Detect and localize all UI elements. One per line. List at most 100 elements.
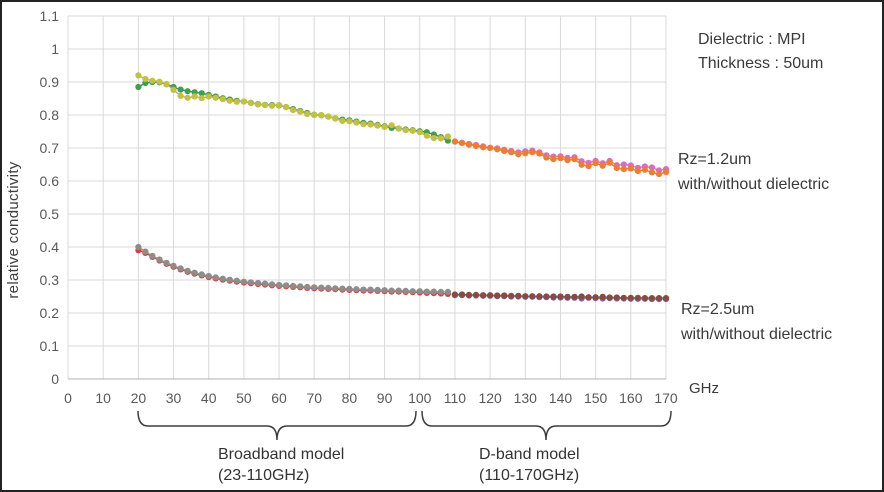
series-marker-rz25-broadband-2 (437, 288, 444, 295)
series-marker-rz25-broadband-2 (177, 265, 184, 272)
x-tick-label: 140 (549, 390, 573, 406)
series-marker-rz25-broadband-2 (332, 285, 339, 292)
y-tick-label: 0.5 (40, 206, 60, 222)
series-marker-rz12-dband-2 (458, 140, 466, 147)
series-marker-rz12-broadband-2 (416, 129, 423, 136)
series-marker-rz12-broadband-2 (142, 75, 149, 83)
series-marker-rz25-broadband-2 (430, 288, 437, 295)
series-marker-rz12-broadband-2 (198, 95, 205, 102)
series-marker-rz12-dband-2 (634, 168, 642, 175)
series-marker-rz25-dband-2 (599, 293, 606, 300)
series-marker-rz12-dband-2 (501, 147, 508, 155)
rz25-label-line2: with/without dielectric (681, 326, 833, 343)
series-marker-rz25-broadband-2 (311, 284, 318, 291)
series-marker-rz12-dband-2 (487, 144, 494, 152)
series-marker-rz12-broadband-2 (276, 102, 283, 109)
series-marker-rz25-broadband-2 (268, 281, 276, 288)
series-marker-rz12-broadband-2 (332, 115, 339, 122)
series-marker-rz25-broadband-2 (191, 269, 198, 276)
series-marker-rz12-broadband-2 (170, 86, 177, 93)
series-marker-rz25-dband-2 (585, 294, 592, 301)
series-marker-rz25-dband-2 (529, 293, 536, 300)
x-tick-label: 110 (444, 390, 467, 406)
dielectric-info-annotation: Dielectric : MPI Thickness : 50um (698, 28, 823, 76)
y-tick-label: 0.4 (40, 239, 60, 255)
series-marker-rz12-broadband-1 (184, 88, 191, 95)
dband-brace (421, 410, 672, 441)
series-marker-rz25-broadband-2 (290, 282, 297, 289)
series-marker-rz12-dband-2 (613, 165, 620, 172)
series-marker-rz12-dband-2 (515, 151, 522, 158)
series-marker-rz25-broadband-2 (423, 288, 430, 295)
series-marker-rz12-dband-1 (648, 164, 656, 171)
rz25-label-line1: Rz=2.5um (681, 301, 755, 318)
series-marker-rz25-dband-2 (536, 293, 543, 300)
series-marker-rz12-broadband-2 (409, 127, 416, 134)
x-tick-label: 130 (514, 390, 538, 406)
series-marker-rz25-broadband-2 (444, 288, 451, 295)
series-marker-rz12-broadband-2 (149, 77, 156, 84)
series-marker-rz12-dband-2 (536, 150, 543, 157)
series-marker-rz25-broadband-2 (198, 271, 205, 278)
y-tick-label: 1.1 (40, 8, 60, 24)
x-tick-label: 170 (654, 390, 678, 406)
series-marker-rz25-broadband-2 (205, 272, 212, 280)
series-marker-rz12-dband-2 (480, 144, 487, 151)
series-marker-rz12-broadband-1 (177, 86, 184, 93)
series-marker-rz25-broadband-2 (276, 281, 283, 289)
series-marker-rz12-dband-2 (451, 138, 458, 145)
series-marker-rz25-dband-2 (627, 294, 634, 301)
series-marker-rz12-broadband-2 (437, 135, 444, 142)
series-marker-rz12-dband-1 (620, 161, 627, 168)
series-marker-rz25-dband-2 (465, 291, 473, 298)
broadband-model-label-line1: Broadband model (218, 446, 345, 463)
series-marker-rz12-broadband-2 (290, 107, 297, 114)
broadband-model-label: Broadband model (23-110GHz) (218, 444, 344, 486)
series-marker-rz25-broadband-2 (163, 259, 170, 266)
series-marker-rz25-broadband-2 (226, 276, 233, 283)
series-marker-rz12-broadband-2 (360, 121, 367, 128)
series-marker-rz25-dband-2 (571, 293, 578, 300)
y-tick-label: 0.8 (40, 107, 60, 123)
series-marker-rz25-broadband-2 (381, 287, 388, 294)
series-marker-rz12-broadband-1 (198, 90, 205, 97)
series-marker-rz12-broadband-2 (283, 104, 290, 111)
series-marker-rz25-dband-2 (480, 292, 487, 299)
series-marker-rz25-broadband-2 (283, 282, 290, 289)
series-marker-rz25-dband-2 (508, 292, 515, 299)
series-marker-rz12-broadband-2 (261, 102, 269, 109)
series-marker-rz12-dband-2 (592, 160, 599, 167)
x-tick-label: 50 (236, 390, 252, 406)
y-tick-label: 0.6 (40, 173, 60, 189)
series-marker-rz25-broadband-2 (135, 243, 142, 251)
x-tick-label: 30 (166, 390, 182, 406)
x-tick-label: 0 (64, 390, 72, 406)
dielectric-info-line2: Thickness : 50um (698, 55, 824, 72)
series-marker-rz25-dband-2 (487, 292, 494, 299)
series-marker-rz12-broadband-2 (430, 135, 437, 142)
series-marker-rz12-broadband-2 (135, 72, 142, 79)
series-marker-rz12-broadband-2 (226, 97, 233, 104)
series-marker-rz25-broadband-2 (142, 248, 149, 255)
series-marker-rz12-broadband-2 (163, 80, 170, 88)
series-marker-rz25-dband-2 (613, 294, 620, 301)
series-marker-rz12-broadband-2 (423, 132, 430, 139)
y-tick-label: 0.7 (40, 140, 60, 156)
series-marker-rz25-broadband-2 (304, 283, 311, 290)
series-marker-rz12-dband-2 (627, 165, 634, 172)
series-marker-rz25-broadband-2 (261, 280, 269, 287)
series-marker-rz12-dband-2 (522, 150, 529, 157)
series-marker-rz25-dband-2 (557, 293, 564, 300)
series-marker-rz25-broadband-2 (233, 277, 240, 284)
series-marker-rz12-broadband-2 (254, 101, 262, 108)
series-marker-rz25-broadband-2 (409, 288, 416, 295)
dielectric-info-line1: Dielectric : MPI (698, 31, 806, 48)
x-tick-label: 160 (619, 390, 643, 406)
x-tick-label: 90 (377, 390, 393, 406)
series-marker-rz12-dband-2 (508, 149, 515, 156)
series-marker-rz12-broadband-2 (311, 111, 318, 119)
series-marker-rz25-broadband-2 (367, 286, 374, 293)
series-marker-rz12-broadband-2 (318, 111, 325, 119)
series-marker-rz12-broadband-2 (240, 98, 247, 105)
